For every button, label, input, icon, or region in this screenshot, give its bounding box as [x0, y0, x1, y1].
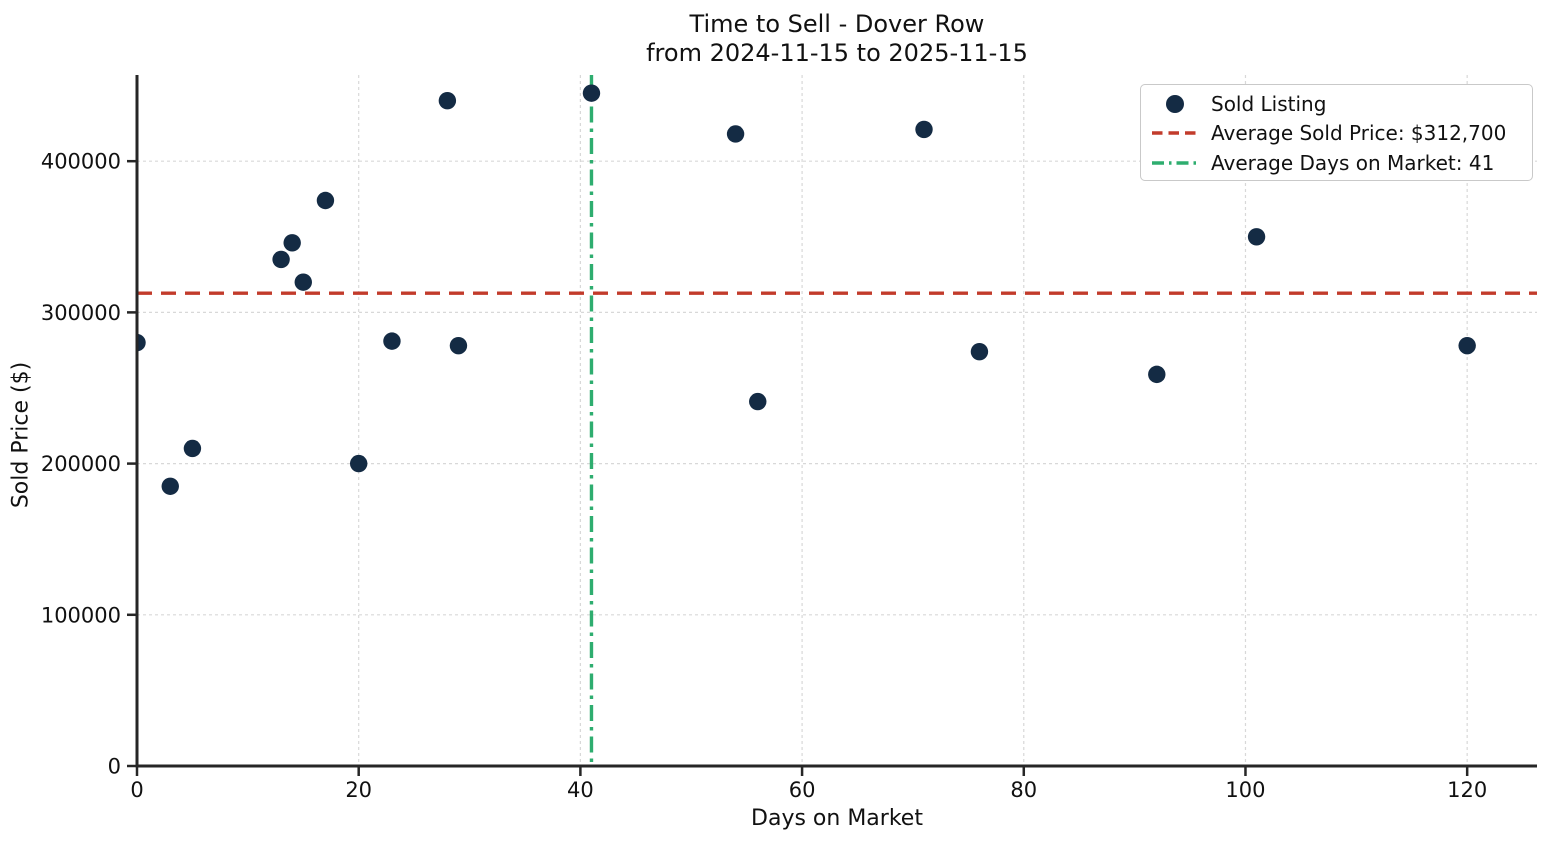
- y-tick-label: 0: [108, 755, 121, 779]
- data-point: [915, 120, 933, 139]
- x-axis-label: Days on Market: [751, 806, 923, 831]
- x-tick-label: 40: [567, 778, 594, 802]
- data-point: [183, 439, 202, 458]
- legend-label-avg-days-on-market: Average Days on Market: 41: [1211, 150, 1495, 175]
- legend-label-avg-sold-price: Average Sold Price: $312,700: [1211, 121, 1507, 146]
- y-axis-label: Sold Price ($): [8, 361, 34, 509]
- y-tick-label: 100000: [41, 603, 121, 627]
- chart-title: Time to Sell - Dover Row from 2024-11-15…: [137, 10, 1537, 68]
- x-tick-label: 80: [1010, 778, 1037, 802]
- data-point: [161, 477, 179, 495]
- legend-item-avg-days-on-market: Average Days on Market: 41: [1151, 148, 1532, 178]
- sold-listing-dot-icon: [1151, 94, 1199, 113]
- data-point: [970, 343, 989, 361]
- y-tick-label: 300000: [41, 301, 121, 325]
- avg-days-dashdot-line-icon: [1151, 159, 1199, 167]
- data-point: [349, 454, 368, 473]
- data-point: [582, 84, 601, 102]
- data-point: [1247, 228, 1266, 246]
- legend-label-sold-listing: Sold Listing: [1211, 91, 1327, 116]
- y-tick-label: 200000: [41, 452, 121, 476]
- data-point: [272, 250, 290, 269]
- legend-item-sold-listing: Sold Listing: [1151, 89, 1532, 119]
- data-point: [1458, 336, 1476, 355]
- scatter-series: [137, 84, 1476, 495]
- data-point: [383, 332, 401, 350]
- data-point: [283, 234, 301, 252]
- x-tick-label: 120: [1447, 778, 1487, 802]
- data-point: [137, 333, 146, 352]
- chart-title-line1: Time to Sell - Dover Row: [689, 10, 985, 38]
- x-tick-label: 20: [345, 778, 372, 802]
- x-tick-label: 100: [1225, 778, 1265, 802]
- legend-box: Sold Listing Average Sold Price: $312,70…: [1140, 84, 1533, 181]
- data-point: [449, 336, 468, 355]
- data-point: [316, 191, 335, 210]
- x-tick-label: 60: [789, 778, 816, 802]
- y-tick-label: 400000: [41, 150, 121, 174]
- avg-sold-price-dashed-line-icon: [1151, 129, 1199, 137]
- data-point: [438, 92, 457, 110]
- data-point: [726, 125, 745, 143]
- chart-title-line2: from 2024-11-15 to 2025-11-15: [646, 39, 1028, 67]
- x-tick-label: 0: [130, 778, 143, 802]
- data-point: [294, 273, 312, 291]
- legend-item-avg-sold-price: Average Sold Price: $312,700: [1151, 119, 1532, 149]
- data-point: [1148, 365, 1166, 384]
- data-point: [749, 392, 767, 411]
